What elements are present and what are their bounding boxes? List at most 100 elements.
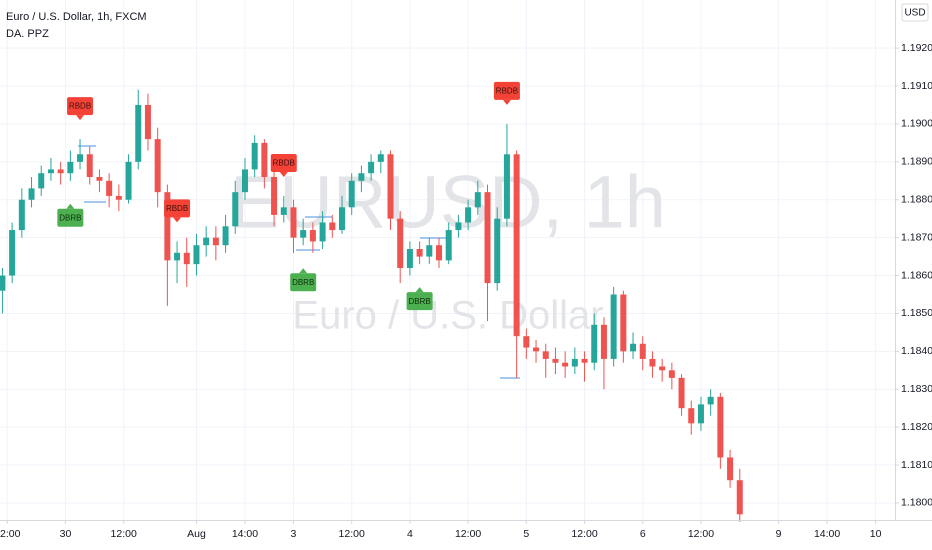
flag-box — [67, 97, 94, 116]
candle-body — [474, 192, 481, 208]
candle-body — [455, 222, 462, 231]
y-tick-label: 1.18100 — [901, 459, 932, 471]
candle-body — [300, 230, 307, 238]
candle-body — [135, 104, 142, 162]
candle-body — [222, 226, 229, 246]
flag-box — [164, 199, 191, 218]
x-tick-label: Aug — [187, 528, 206, 540]
candle-body — [329, 222, 336, 231]
candle-body — [212, 237, 219, 246]
candle-body — [717, 396, 724, 458]
y-tick-label: 1.18300 — [901, 383, 932, 395]
candle-body — [290, 207, 297, 238]
candle-body — [96, 176, 103, 181]
flag-pointer — [299, 268, 308, 274]
candle-body — [47, 169, 54, 174]
candle-body — [115, 195, 122, 200]
flag-box — [270, 153, 297, 172]
candle-body — [377, 154, 384, 162]
plot: RBDB RBDB RBDB RBDB DBRB DBRB DBRB — [0, 81, 743, 522]
x-tick-label: 12:00 — [688, 528, 714, 540]
candle-body — [280, 207, 287, 215]
candle-body — [338, 207, 345, 231]
candle-body — [416, 249, 423, 257]
zones — [78, 145, 520, 379]
candle-body — [125, 161, 132, 200]
flag-pointer — [415, 287, 424, 293]
supply-flag: RBDB — [164, 199, 191, 223]
x-tick-label: 14:00 — [232, 528, 258, 540]
candle-body — [426, 245, 433, 257]
y-tick-label: 1.19200 — [901, 42, 932, 54]
candle-body — [736, 480, 743, 515]
flag-label: DBRB — [59, 213, 81, 222]
flag-label: RBDB — [273, 159, 295, 168]
candle-body — [465, 207, 472, 223]
x-tick-label: 5 — [523, 528, 529, 540]
candle-body — [678, 377, 685, 409]
y-tick-label: 1.18900 — [901, 156, 932, 168]
candle-body — [513, 154, 520, 337]
candle-body — [154, 139, 161, 193]
candle-body — [659, 366, 666, 371]
supply-flag: RBDB — [493, 81, 520, 105]
flag-box — [406, 292, 433, 311]
y-tick-label: 1.18600 — [901, 269, 932, 281]
candle-body — [203, 237, 210, 246]
indicator-title: DA. PPZ — [6, 28, 49, 40]
candle-body — [144, 104, 151, 140]
candle-body — [397, 218, 404, 268]
x-tick-label: 6 — [640, 528, 646, 540]
candle-body — [620, 294, 627, 352]
candle-body — [0, 275, 6, 291]
candle-body — [319, 222, 326, 242]
candle-body — [38, 173, 45, 189]
demand-flag: DBRB — [57, 203, 84, 227]
candle-body — [503, 154, 510, 219]
flag-label: RBDB — [69, 102, 91, 111]
candle-body — [86, 154, 93, 177]
candle-body — [67, 161, 74, 174]
y-tick-label: 1.19100 — [901, 80, 932, 92]
flag-box — [493, 81, 520, 100]
candle-body — [610, 294, 617, 359]
candle-body — [533, 347, 540, 352]
candle-body — [649, 358, 656, 367]
flag-label: DBRB — [292, 278, 314, 287]
candle-body — [630, 343, 637, 352]
candle-body — [164, 192, 171, 261]
x-tick-label: 12:00 — [339, 528, 365, 540]
candle-body — [348, 180, 355, 208]
candle-body — [727, 457, 734, 481]
currency-badge[interactable] — [901, 3, 929, 22]
y-tick-label: 1.18700 — [901, 231, 932, 243]
candle-body — [18, 199, 25, 231]
flag-box — [57, 208, 84, 227]
flag-box — [290, 273, 317, 292]
candle-body — [600, 324, 607, 359]
candle-body — [309, 230, 316, 242]
candle-body — [436, 245, 443, 261]
y-tick-label: 1.18500 — [901, 307, 932, 319]
y-tick-label: 1.18800 — [901, 194, 932, 206]
candle-body — [494, 218, 501, 284]
candle-body — [358, 173, 365, 181]
watermark-name: Euro / U.S. Dollar — [292, 294, 603, 338]
candle-body — [484, 192, 491, 284]
candle-body — [368, 161, 375, 174]
candle-body — [552, 358, 559, 363]
y-tick-label: 1.19000 — [901, 118, 932, 130]
demand-flag: DBRB — [406, 287, 433, 311]
candle-body — [697, 404, 704, 424]
candle-body — [77, 154, 84, 162]
flag-pointer — [66, 203, 75, 209]
candle-body — [271, 176, 278, 215]
candle-body — [445, 230, 452, 261]
currency-label: USD — [904, 8, 925, 19]
flag-pointer — [76, 115, 85, 121]
flag-label: RBDB — [496, 87, 518, 96]
candle-body — [387, 154, 394, 219]
axes: 1.18000 1.18100 1.18200 1.18300 1.18400 1.185… — [0, 42, 932, 540]
flag-label: DBRB — [408, 297, 430, 306]
